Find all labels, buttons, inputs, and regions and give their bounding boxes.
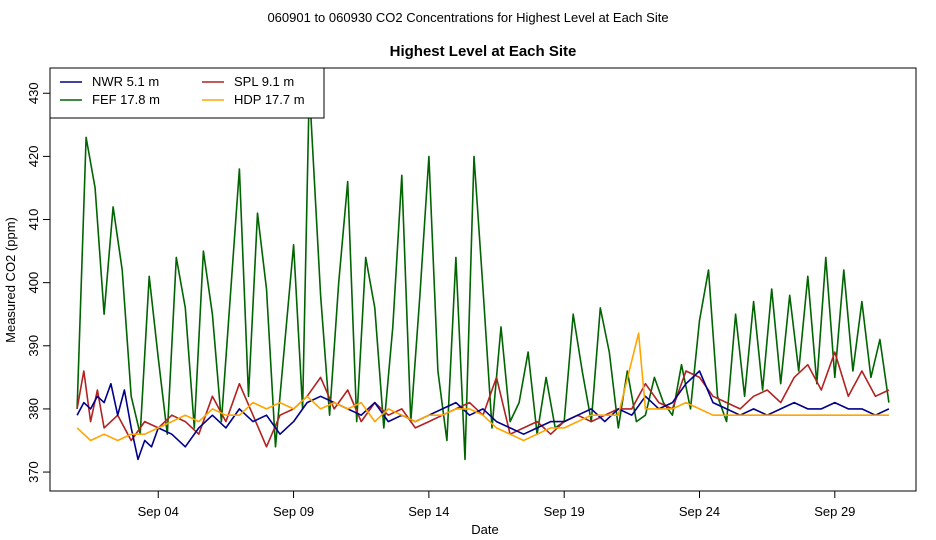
x-tick-label: Sep 14 (408, 504, 449, 519)
series-layer (76, 86, 890, 461)
x-tick-label: Sep 19 (544, 504, 585, 519)
x-axis-label: Date (471, 522, 498, 537)
chart-suptitle: 060901 to 060930 CO2 Concentrations for … (267, 10, 668, 25)
legend-box (49, 67, 325, 119)
legend-label-2: FEF 17.8 m (92, 92, 160, 107)
legend-label-1: NWR 5.1 m (92, 74, 159, 89)
legend: NWR 5.1 m FEF 17.8 m SPL 9.1 m HDP 17.7 m (49, 67, 325, 119)
series-line-2 (76, 86, 890, 461)
x-tick-label: Sep 24 (679, 504, 720, 519)
y-tick-label: 400 (26, 272, 41, 294)
x-tick-label: Sep 09 (273, 504, 314, 519)
y-tick-label: 380 (26, 398, 41, 420)
y-tick-label: 410 (26, 209, 41, 231)
y-tick-label: 430 (26, 82, 41, 104)
chart-title: Highest Level at Each Site (390, 43, 577, 60)
x-axis: Sep 04 Sep 09 Sep 14 Sep 19 Sep 24 Sep 29 (138, 491, 855, 519)
y-tick-label: 370 (26, 461, 41, 483)
x-tick-label: Sep 04 (138, 504, 179, 519)
y-axis: 370 380 390 400 410 420 430 (26, 82, 50, 483)
legend-label-3: SPL 9.1 m (234, 74, 294, 89)
legend-label-4: HDP 17.7 m (234, 92, 305, 107)
y-tick-label: 420 (26, 146, 41, 168)
series-line-3 (76, 351, 890, 448)
x-tick-label: Sep 29 (814, 504, 855, 519)
y-axis-label: Measured CO2 (ppm) (3, 217, 18, 343)
series-line-4 (76, 332, 889, 442)
plot-frame (49, 67, 917, 492)
y-tick-label: 390 (26, 335, 41, 357)
